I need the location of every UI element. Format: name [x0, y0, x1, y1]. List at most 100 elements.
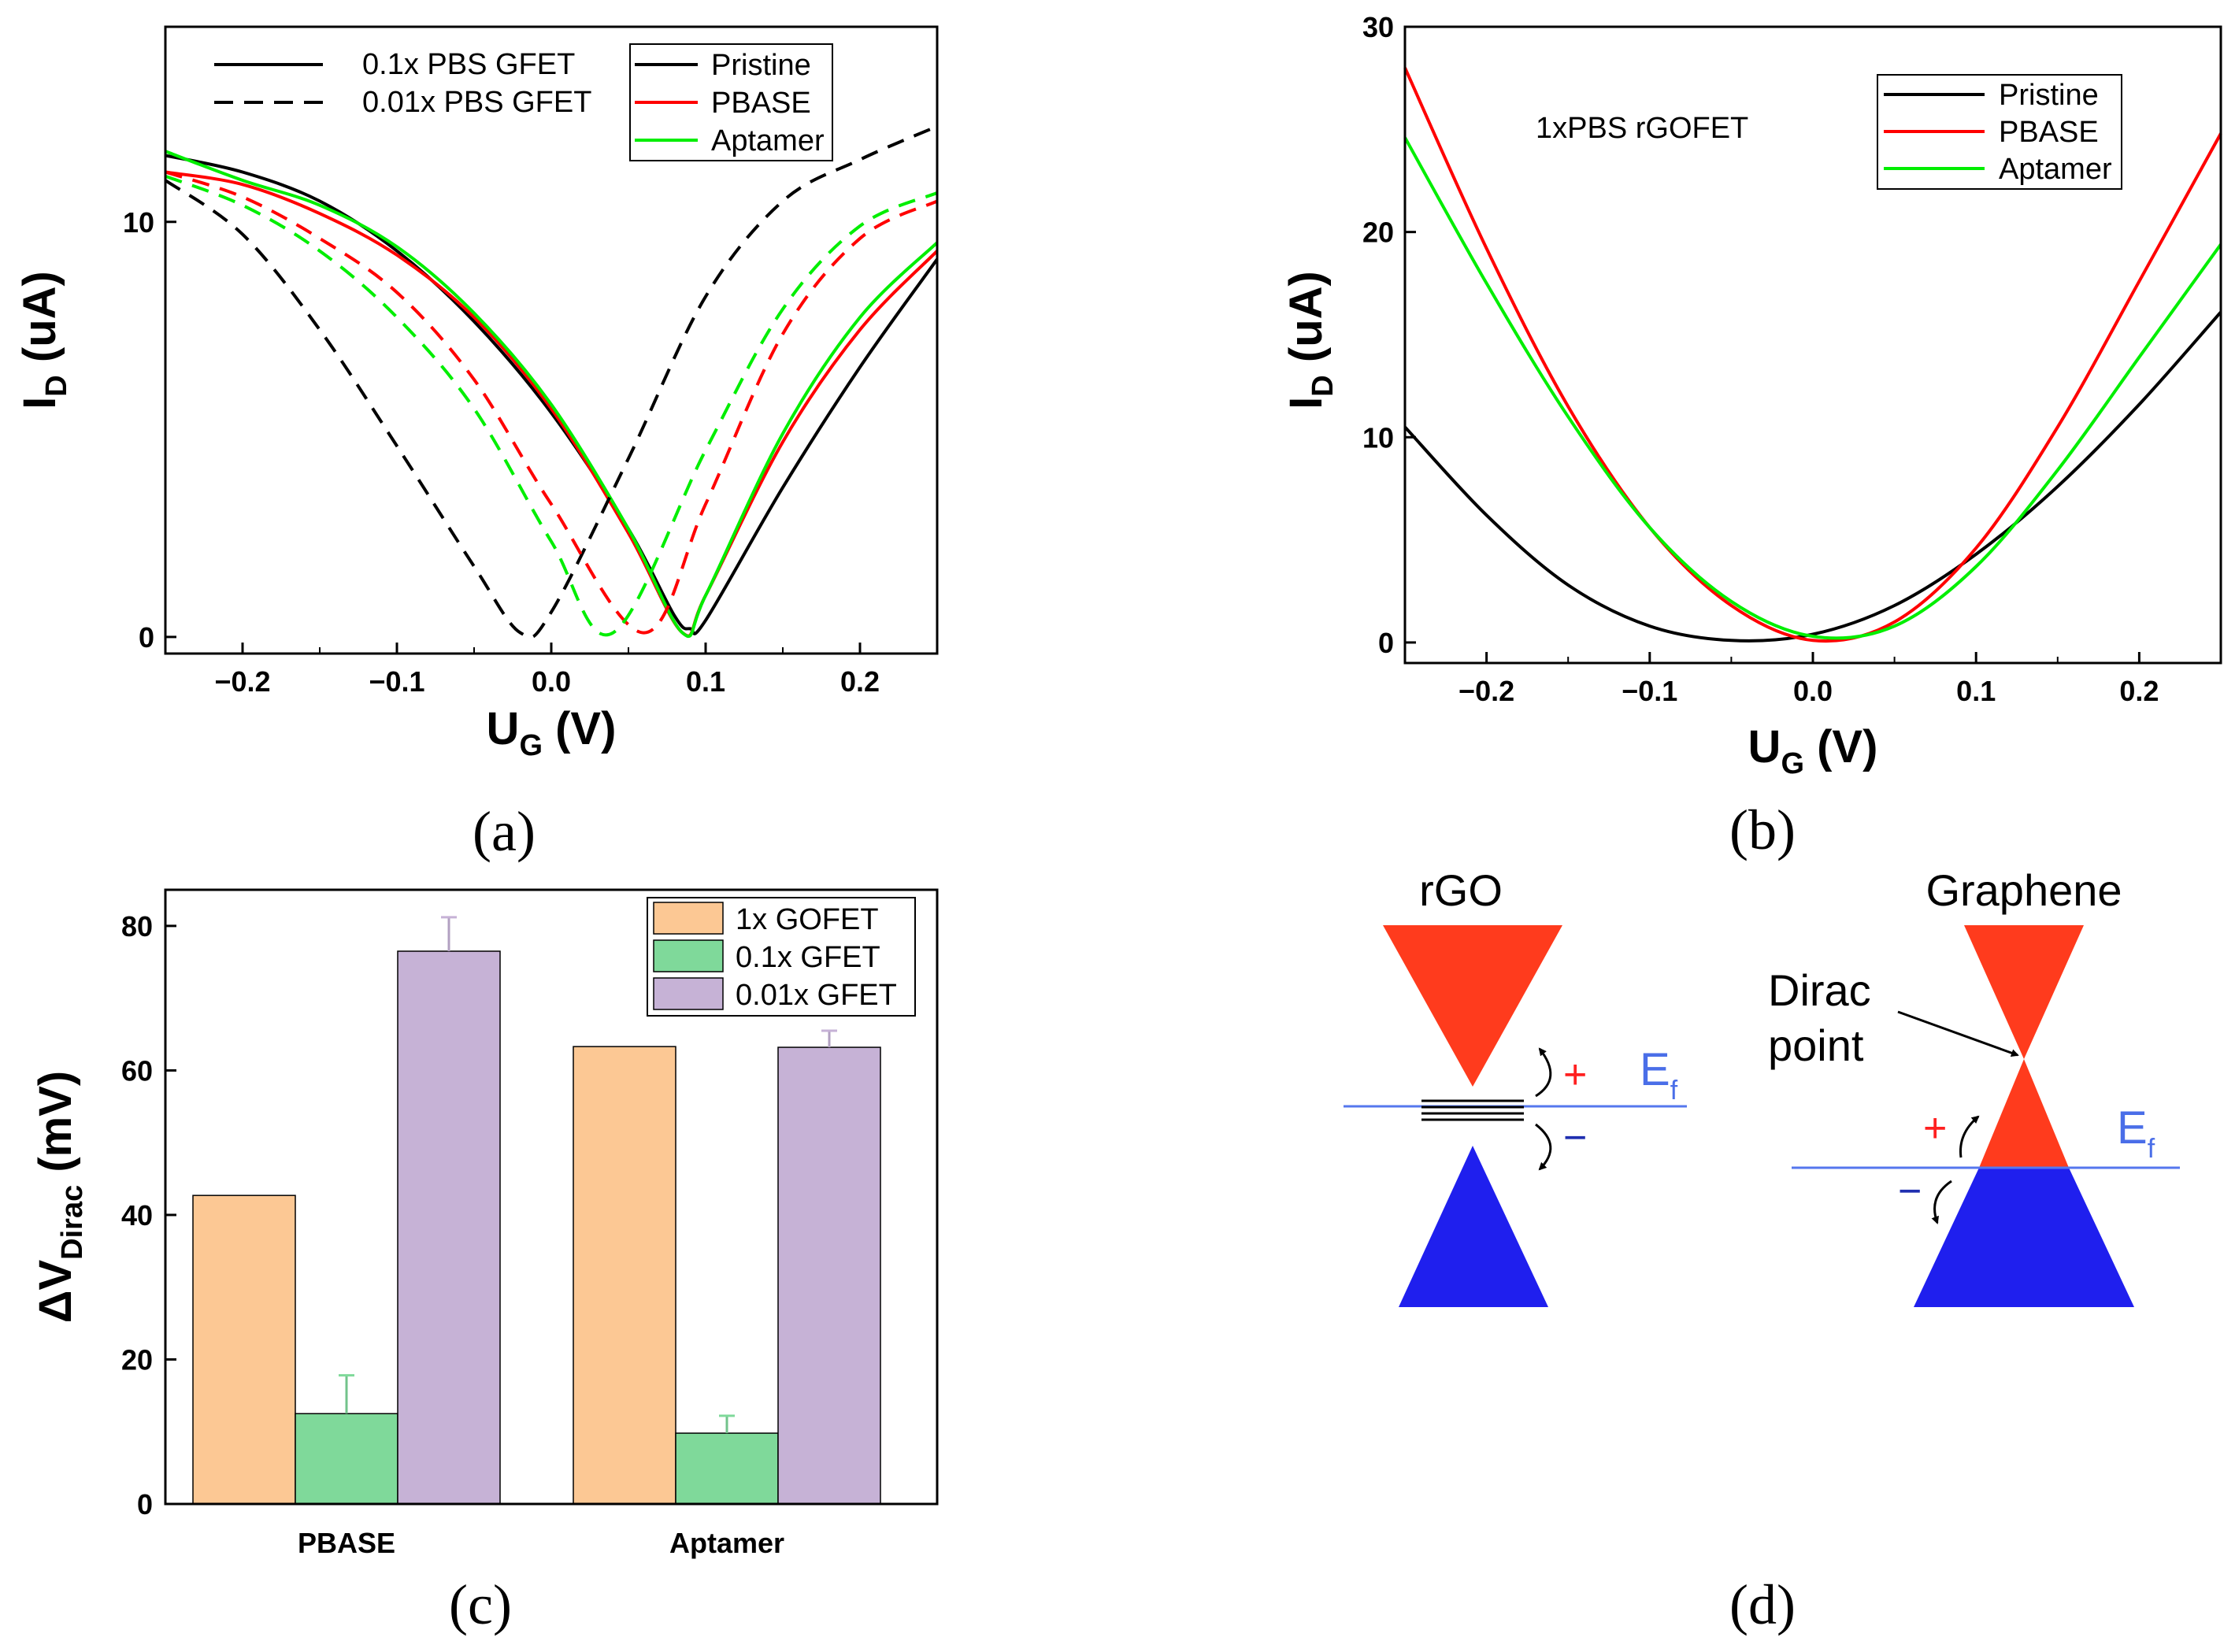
bar-pbase-1x-gofet: [192, 1195, 296, 1505]
dirac-point-label-line1: Dirac: [1768, 965, 1871, 1015]
chart-a: −0.2 −0.1 0.0 0.1 0.2 0 10 UG (V) ID (uA) 0.1…: [14, 25, 939, 863]
dirac-point-arrow: [1897, 1010, 2019, 1057]
legend-label-aptamer: Aptamer: [1999, 153, 2112, 186]
chart-b-annotation: 1xPBS rGOFET: [1536, 112, 1748, 145]
series-line-pbase-solid: [165, 170, 939, 638]
band-diagram: rGO + − Ef Graphene Dirac point + − Ef (…: [1344, 865, 2180, 1636]
x-tick-label: 0.1: [1956, 675, 1996, 707]
legend-label-aptamer: Aptamer: [711, 124, 825, 157]
rgo-title: rGO: [1419, 865, 1503, 915]
x-tick-label: 0.0: [1793, 675, 1833, 707]
legend-label-pbase: PBASE: [711, 87, 811, 120]
chart-b-y-axis: 0 10 20 30: [1362, 11, 1416, 659]
legend-label-0.1x-pbs: 0.1x PBS GFET: [362, 48, 575, 81]
legend-label-pristine: Pristine: [1999, 79, 2099, 112]
graphene-plus-sign: +: [1923, 1106, 1947, 1151]
chart-a-x-label: UG (V): [487, 703, 617, 762]
rgo-defect-states: [1421, 1099, 1524, 1121]
graphene-upper-cone: [1964, 925, 2084, 1059]
y-tick-label: 30: [1362, 11, 1394, 43]
y-tick-label: 80: [121, 910, 153, 943]
rgo-fermi-label: Ef: [1640, 1044, 1678, 1106]
legend-label-pristine: Pristine: [711, 49, 811, 82]
panel-label-c: (c): [449, 1573, 512, 1636]
y-tick-label: 0: [1378, 627, 1394, 659]
x-tick-label: 0.0: [532, 665, 571, 698]
graphene-title: Graphene: [1926, 865, 2122, 915]
series-line-pristine-dashed: [164, 124, 938, 639]
chart-c-frame: [164, 888, 939, 1506]
x-tick-label: −0.1: [369, 665, 424, 698]
series-line-pbase: [1403, 67, 2222, 643]
series-line-aptamer: [1403, 136, 2222, 640]
graphene-valence-cone: [1914, 1168, 2134, 1307]
rgo-plus-sign: +: [1563, 1052, 1587, 1098]
chart-c-plot-area: [192, 916, 881, 1505]
rgo-conduction-band: [1383, 925, 1562, 1087]
panel-label-a: (a): [473, 800, 536, 863]
chart-c-y-axis: 0 20 40 60 80: [121, 910, 176, 1521]
legend-label-0.1x-gfet: 0.1x GFET: [736, 941, 880, 974]
chart-a-style-legend: 0.1x PBS GFET 0.01x PBS GFET: [214, 48, 591, 119]
chart-a-y-label: ID (uA): [14, 271, 73, 409]
chart-b-x-label: UG (V): [1748, 721, 1878, 780]
legend-label-0.01x-gfet: 0.01x GFET: [736, 979, 897, 1012]
bar-pbase-0.1x-gfet: [295, 1413, 398, 1505]
series-line-pristine: [1403, 310, 2222, 643]
y-tick-label: 0: [139, 621, 154, 654]
chart-b-y-label: ID (uA): [1281, 271, 1340, 409]
rgo-valence-band: [1399, 1146, 1548, 1307]
bar-aptamer-0.1x-gfet: [675, 1432, 779, 1505]
rgo-downward-arrow: [1535, 1123, 1552, 1171]
y-tick-label: 10: [123, 206, 154, 239]
chart-c-y-label: ΔVDirac (mV): [30, 1071, 89, 1323]
y-tick-label: 10: [1362, 421, 1394, 454]
bar-pbase-0.01x-gfet: [397, 950, 501, 1505]
legend-swatch-0.01x-gfet: [653, 977, 724, 1010]
chart-a-x-axis: −0.2 −0.1 0.0 0.1 0.2: [165, 643, 938, 698]
x-tick-label: −0.2: [1458, 675, 1514, 707]
x-tick-label: 0.1: [686, 665, 725, 698]
rgo-minus-sign: −: [1563, 1115, 1587, 1161]
y-tick-label: 20: [121, 1343, 153, 1376]
y-tick-label: 60: [121, 1054, 153, 1087]
panel-label-d: (d): [1729, 1573, 1796, 1636]
dirac-point-label-line2: point: [1768, 1020, 1864, 1070]
chart-b: −0.2 −0.1 0.0 0.1 0.2 0 10 20 30 UG (V) ID (uA)…: [1281, 11, 2222, 861]
graphene-minus-sign: −: [1898, 1169, 1922, 1214]
chart-b-plot-area: [1403, 67, 2222, 643]
series-line-pbase-dashed: [165, 170, 938, 635]
graphene-downward-arrow: [1931, 1180, 1952, 1224]
chart-b-color-legend: Pristine PBASE Aptamer: [1877, 74, 2122, 190]
chart-c-x-axis: PBASE Aptamer: [298, 1527, 784, 1559]
bar-aptamer-0.01x-gfet: [777, 1046, 881, 1505]
panel-label-b: (b): [1729, 798, 1796, 861]
legend-swatch-0.1x-gfet: [653, 939, 724, 972]
x-tick-label: 0.2: [840, 665, 880, 698]
series-line-aptamer-dashed: [165, 174, 938, 637]
rgo-upward-arrow: [1535, 1047, 1552, 1098]
chart-c: 0 20 40 60 80 PBASE Aptamer ΔVDirac (mV) 1x G…: [30, 888, 939, 1636]
x-category-label: Aptamer: [669, 1527, 784, 1559]
bar-aptamer-1x-gofet: [573, 1046, 676, 1505]
x-tick-label: −0.2: [214, 665, 270, 698]
legend-label-0.01x-pbs: 0.01x PBS GFET: [362, 86, 591, 119]
chart-b-x-axis: −0.2 −0.1 0.0 0.1 0.2: [1404, 652, 2222, 707]
x-tick-label: −0.1: [1622, 675, 1677, 707]
graphene-filled-lower-cone: [1979, 1059, 2069, 1168]
y-tick-label: 0: [137, 1488, 153, 1521]
y-tick-label: 20: [1362, 217, 1394, 249]
legend-label-1x-gofet: 1x GOFET: [736, 903, 879, 936]
x-tick-label: 0.2: [2119, 675, 2159, 707]
graphene-fermi-label: Ef: [2117, 1102, 2155, 1164]
x-category-label: PBASE: [298, 1527, 395, 1559]
legend-label-pbase: PBASE: [1999, 116, 2099, 149]
chart-a-plot-area: [164, 124, 939, 639]
chart-c-legend: 1x GOFET 0.1x GFET 0.01x GFET: [647, 897, 916, 1017]
y-tick-label: 40: [121, 1199, 153, 1232]
legend-swatch-1x-gofet: [653, 902, 724, 935]
chart-a-color-legend: Pristine PBASE Aptamer: [629, 43, 833, 161]
graphene-upward-arrow: [1959, 1115, 1980, 1158]
chart-a-y-axis: 0 10: [123, 206, 176, 654]
